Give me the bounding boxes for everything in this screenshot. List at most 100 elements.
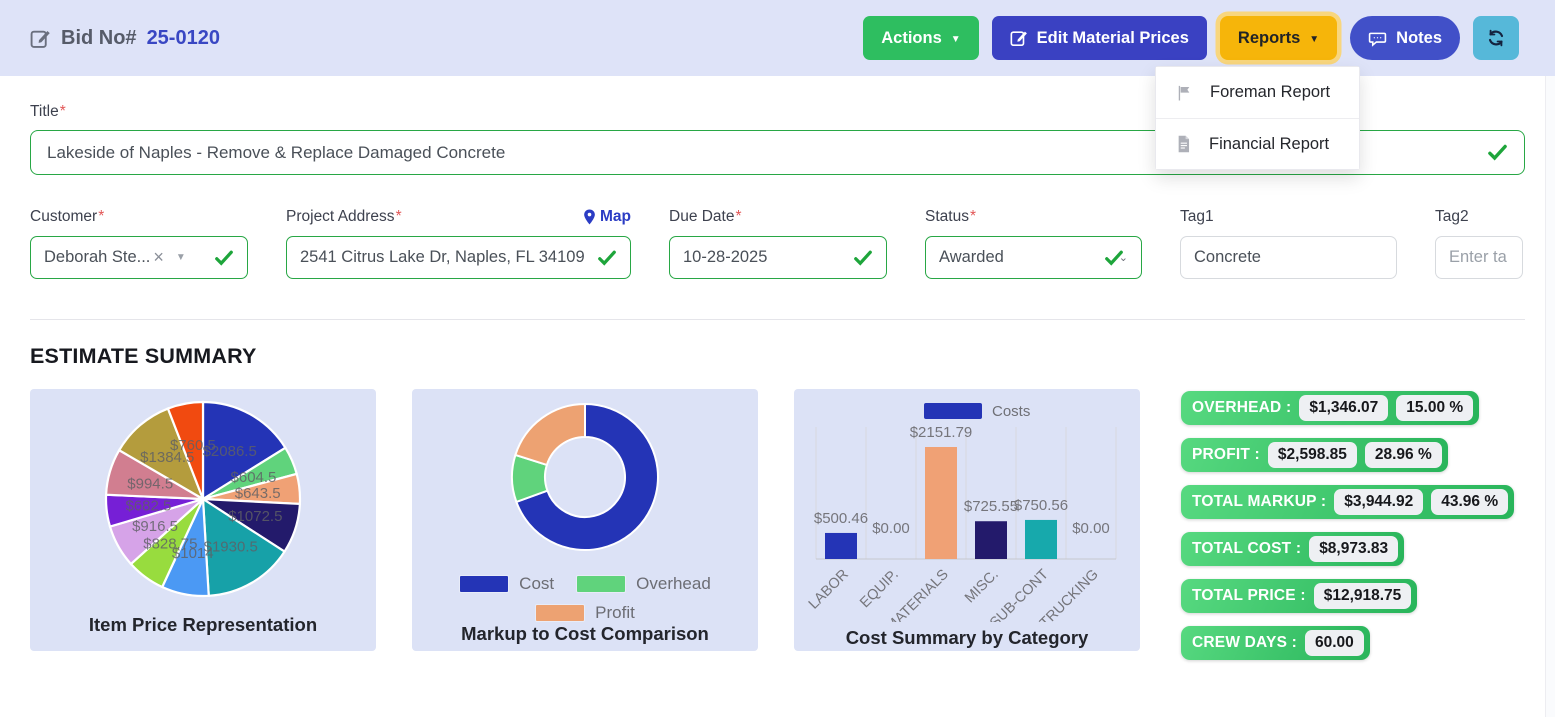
tag1-label: Tag1 [1180, 208, 1214, 225]
estimate-summary-heading: ESTIMATE SUMMARY [30, 344, 257, 368]
due-date-label: Due Date* [669, 208, 742, 225]
svg-text:$760.5: $760.5 [170, 437, 216, 454]
scrollbar-track[interactable] [1545, 76, 1555, 717]
markup-cost-card: Cost Overhead Profit Markup to Cost Compar… [412, 389, 758, 651]
valid-check-icon [597, 248, 617, 268]
svg-text:$1384.5: $1384.5 [140, 449, 194, 466]
svg-text:Costs: Costs [992, 403, 1030, 420]
bar-chart: $500.46 LABOR $0.00 EQUIP. $2151.79 MATERIALS… [802, 397, 1132, 635]
badge-label: TOTAL COST : [1192, 540, 1302, 557]
tag1-value: Concrete [1194, 248, 1261, 266]
badge-value: 43.96 % [1431, 489, 1509, 515]
menu-item-financial-report[interactable]: Financial Report [1156, 118, 1359, 169]
title-label: Title* [30, 103, 66, 120]
project-address-label: Project Address* [286, 208, 402, 225]
edit-bid-icon[interactable] [30, 28, 51, 49]
clear-icon[interactable]: × [153, 247, 164, 267]
svg-text:$0.00: $0.00 [872, 520, 910, 537]
status-field-group: Status* Awarded ⌄ [925, 207, 1142, 279]
legend-label: Overhead [636, 574, 711, 593]
donut-chart [505, 397, 665, 562]
select-chevron-icon: ⌄ [1118, 252, 1128, 264]
reports-button-label: Reports [1237, 28, 1301, 47]
badge-value: 60.00 [1304, 630, 1364, 656]
svg-text:$750.56: $750.56 [1014, 497, 1068, 514]
chevron-down-icon: ▼ [950, 33, 961, 45]
pie-chart: $2086.5 $604.5 $643.5 $1072.5 $1930.5 $1014 $8… [101, 397, 305, 606]
menu-item-label: Financial Report [1209, 134, 1330, 153]
badge-label: PROFIT : [1192, 446, 1260, 463]
customer-value: Deborah Ste... [44, 248, 151, 266]
menu-item-foreman-report[interactable]: Foreman Report [1156, 67, 1359, 118]
summary-badge: CREW DAYS : 60.00 [1181, 626, 1370, 660]
required-asterisk: * [969, 208, 976, 225]
svg-text:$2086.5: $2086.5 [203, 443, 257, 460]
reports-dropdown-menu: Foreman Report Financial Report [1155, 66, 1360, 170]
badge-value: 15.00 % [1396, 395, 1474, 421]
header-actions: Actions ▼ Edit Material Prices Reports ▼… [863, 16, 1519, 60]
svg-text:$2151.79: $2151.79 [910, 424, 973, 441]
title-value: Lakeside of Naples - Remove & Replace Da… [47, 142, 506, 162]
legend-item: Profit [535, 603, 635, 623]
actions-button[interactable]: Actions ▼ [863, 16, 979, 60]
status-select[interactable]: Awarded ⌄ [925, 236, 1142, 279]
bid-number-label: Bid No# [61, 26, 137, 49]
legend-swatch [535, 604, 586, 622]
section-divider [30, 319, 1525, 320]
status-value: Awarded [939, 248, 1004, 266]
reports-button[interactable]: Reports ▼ [1219, 16, 1338, 60]
tag1-input[interactable]: Concrete [1180, 236, 1397, 279]
chevron-down-icon[interactable]: ▼ [175, 252, 186, 263]
legend-label: Cost [519, 574, 555, 593]
svg-text:$682.5: $682.5 [125, 498, 171, 515]
legend-item: Overhead [576, 574, 711, 594]
map-link[interactable]: Map [583, 208, 631, 226]
valid-check-icon [214, 248, 234, 268]
required-asterisk: * [98, 208, 105, 225]
map-pin-icon [583, 209, 596, 225]
estimate-summary-row: $2086.5 $604.5 $643.5 $1072.5 $1930.5 $1014 $8… [30, 389, 1525, 660]
edit-material-prices-button[interactable]: Edit Material Prices [991, 16, 1207, 60]
edit-material-prices-label: Edit Material Prices [1036, 28, 1189, 47]
page-title: Bid No# 25-0120 [30, 27, 220, 50]
required-asterisk: * [395, 208, 402, 225]
customer-select[interactable]: Deborah Ste... × ▼ [30, 236, 248, 279]
edit-icon [1010, 29, 1028, 47]
badge-label: TOTAL PRICE : [1192, 587, 1306, 604]
project-address-input[interactable]: 2541 Citrus Lake Dr, Naples, FL 34109 [286, 236, 631, 279]
pie-chart-title: Item Price Representation [88, 614, 318, 635]
bid-form: Title* Lakeside of Naples - Remove & Rep… [0, 103, 1555, 660]
legend-item: Cost [459, 574, 554, 594]
badge-value: 28.96 % [1364, 442, 1442, 468]
chat-icon [1368, 29, 1387, 48]
svg-text:$643.5: $643.5 [235, 485, 281, 502]
valid-check-icon [1104, 248, 1124, 268]
donut-chart-title: Markup to Cost Comparison [461, 623, 709, 644]
svg-text:$828.75: $828.75 [143, 535, 197, 552]
legend-swatch [459, 575, 510, 593]
flag-icon [1175, 84, 1193, 102]
badge-value: $12,918.75 [1313, 583, 1412, 609]
svg-text:$994.5: $994.5 [127, 475, 173, 492]
required-asterisk: * [59, 103, 66, 120]
tag2-field-group: Tag2 [1435, 207, 1523, 279]
svg-text:$725.55: $725.55 [964, 498, 1018, 515]
svg-text:$916.5: $916.5 [132, 518, 178, 535]
required-asterisk: * [735, 208, 742, 225]
actions-button-label: Actions [881, 28, 942, 47]
tag1-field-group: Tag1 Concrete [1180, 207, 1397, 279]
map-link-label: Map [600, 208, 631, 225]
summary-badge: PROFIT : $2,598.85 28.96 % [1181, 438, 1448, 472]
refresh-button[interactable] [1473, 16, 1519, 60]
due-date-input[interactable]: 10-28-2025 [669, 236, 887, 279]
summary-badge: TOTAL PRICE : $12,918.75 [1181, 579, 1418, 613]
svg-text:$1072.5: $1072.5 [228, 508, 282, 525]
tag2-input[interactable] [1449, 248, 1509, 267]
summary-badge: OVERHEAD : $1,346.07 15.00 % [1181, 391, 1480, 425]
donut-legend: Cost Overhead Profit [459, 574, 711, 623]
badge-value: $2,598.85 [1267, 442, 1357, 468]
status-label: Status* [925, 208, 976, 225]
notes-button[interactable]: Notes [1350, 16, 1460, 60]
badge-label: CREW DAYS : [1192, 634, 1297, 651]
due-date-field-group: Due Date* 10-28-2025 [669, 207, 887, 279]
